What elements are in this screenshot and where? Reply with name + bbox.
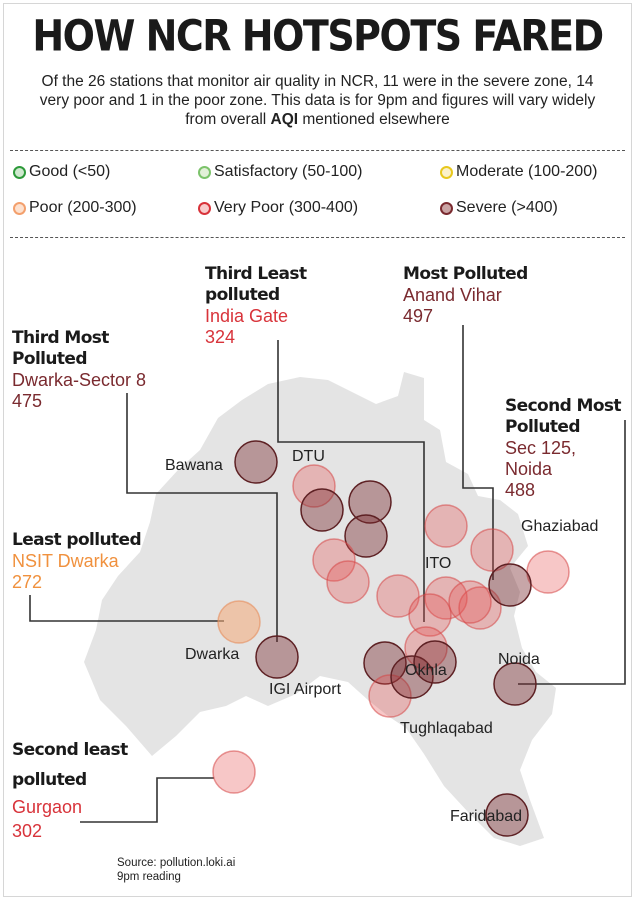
- leader-second-least: [80, 777, 214, 823]
- legend-label: Satisfactory (50-100): [214, 163, 363, 180]
- infographic-frame: [3, 3, 632, 897]
- callout-station: Sec 125, Noida: [505, 438, 577, 479]
- callout-most: Most Polluted Anand Vihar 497: [403, 264, 553, 327]
- station-marker-severe: [234, 440, 278, 484]
- station-marker-severe: [390, 655, 434, 699]
- legend-label: Very Poor (300-400): [214, 199, 359, 216]
- callout-heading: Third Most Polluted: [12, 328, 109, 369]
- source-line: Source: pollution.loki.ai: [117, 857, 236, 869]
- station-marker-severe: [300, 488, 344, 532]
- place-bawana: Bawana: [165, 457, 223, 474]
- station-marker-very-poor: [368, 674, 412, 718]
- leader-third-most: [126, 393, 278, 642]
- infographic-title: HOW NCR HOTSPOTS FARED: [32, 11, 604, 61]
- station-marker-severe: [255, 635, 299, 679]
- legend-dot: [198, 201, 211, 215]
- subtitle-aqi: AQI: [270, 111, 299, 128]
- callout-least: Least polluted NSIT Dwarka 272: [12, 530, 172, 593]
- callout-station: NSIT Dwarka: [12, 551, 119, 571]
- place-noida: Noida: [498, 651, 540, 668]
- place-okhla: Okhla: [405, 662, 447, 679]
- station-marker-very-poor: [526, 550, 570, 594]
- legend-dot: [198, 165, 211, 179]
- ncr-region-shape: [84, 372, 556, 846]
- legend-severe: Severe (>400): [440, 199, 558, 217]
- station-marker-very-poor: [326, 560, 370, 604]
- station-marker-very-poor: [404, 626, 448, 670]
- station-marker-very-poor: [312, 538, 356, 582]
- infographic-subtitle: Of the 26 stations that monitor air qual…: [30, 72, 605, 129]
- legend-poor: Poor (200-300): [13, 199, 137, 217]
- callout-station: India Gate: [205, 306, 289, 326]
- station-marker-severe: [413, 640, 457, 684]
- place-dtu: DTU: [292, 448, 325, 465]
- legend-good: Good (<50): [13, 163, 110, 181]
- place-tughlaqabad: Tughlaqabad: [400, 720, 493, 737]
- callout-heading: Second Most Polluted: [505, 396, 622, 437]
- source-time: 9pm reading: [117, 871, 181, 883]
- station-marker-very-poor: [424, 576, 468, 620]
- legend-very-poor: Very Poor (300-400): [198, 199, 358, 217]
- legend-dot: [440, 165, 453, 179]
- place-ghaziabad: Ghaziabad: [521, 518, 599, 535]
- station-marker-very-poor: [376, 574, 420, 618]
- callout-value: 302: [12, 821, 43, 841]
- leader-least: [29, 595, 224, 622]
- place-dwarka: Dwarka: [185, 646, 240, 663]
- callout-station: Anand Vihar: [403, 285, 502, 305]
- subtitle-text: Of the 26 stations that monitor air qual…: [39, 73, 596, 128]
- legend-dot: [13, 165, 26, 179]
- legend-label: Moderate (100-200): [456, 163, 598, 180]
- station-marker-severe: [488, 563, 532, 607]
- station-markers: [212, 440, 570, 837]
- station-marker-severe: [493, 662, 537, 706]
- callout-station: Dwarka-Sector 8: [12, 370, 147, 390]
- subtitle-text-end: mentioned elsewhere: [298, 111, 450, 128]
- legend-label: Good (<50): [29, 163, 111, 180]
- place-ito: ITO: [425, 555, 452, 572]
- callout-third-least: Third Least polluted India Gate 324: [205, 264, 335, 348]
- callout-second-least: Second least polluted Gurgaon 302: [12, 735, 142, 843]
- leader-third-least: [277, 340, 425, 622]
- callout-leader-lines: [29, 325, 626, 823]
- station-marker-very-poor: [424, 504, 468, 548]
- place-faridabad: Faridabad: [450, 808, 523, 825]
- callout-value: 324: [205, 327, 236, 347]
- station-marker-very-poor: [212, 750, 256, 794]
- callout-value: 497: [403, 306, 434, 326]
- station-marker-very-poor: [470, 528, 514, 572]
- legend-label: Severe (>400): [456, 199, 558, 216]
- callout-heading: Least polluted: [12, 530, 142, 550]
- place-igi-airport: IGI Airport: [269, 681, 342, 698]
- station-marker-very-poor: [408, 593, 452, 637]
- legend-moderate: Moderate (100-200): [440, 163, 597, 181]
- leader-most: [462, 325, 494, 580]
- station-marker-poor: [217, 600, 261, 644]
- leader-second-most: [518, 420, 626, 685]
- legend-satisfactory: Satisfactory (50-100): [198, 163, 363, 181]
- callout-third-most: Third Most Polluted Dwarka-Sector 8 475: [12, 328, 192, 412]
- callout-heading: Third Least polluted: [205, 264, 307, 305]
- station-marker-very-poor: [292, 464, 336, 508]
- legend-label: Poor (200-300): [29, 199, 137, 216]
- divider-top: [10, 150, 625, 151]
- legend-dot: [13, 201, 26, 215]
- callout-second-most: Second Most Polluted Sec 125, Noida 488: [505, 396, 633, 501]
- callout-value: 475: [12, 391, 43, 411]
- source-note: Source: pollution.loki.ai 9pm reading: [117, 856, 235, 884]
- callout-station: Gurgaon: [12, 797, 83, 817]
- station-marker-very-poor: [448, 580, 492, 624]
- station-marker-severe: [344, 514, 388, 558]
- station-marker-severe: [485, 793, 529, 837]
- callout-heading: Most Polluted: [403, 264, 528, 284]
- legend-dot: [440, 201, 453, 215]
- station-marker-severe: [363, 641, 407, 685]
- callout-value: 272: [12, 572, 43, 592]
- station-marker-severe: [348, 480, 392, 524]
- callout-heading: Second least polluted: [12, 740, 128, 790]
- divider-bottom: [10, 237, 625, 238]
- callout-value: 488: [505, 480, 536, 500]
